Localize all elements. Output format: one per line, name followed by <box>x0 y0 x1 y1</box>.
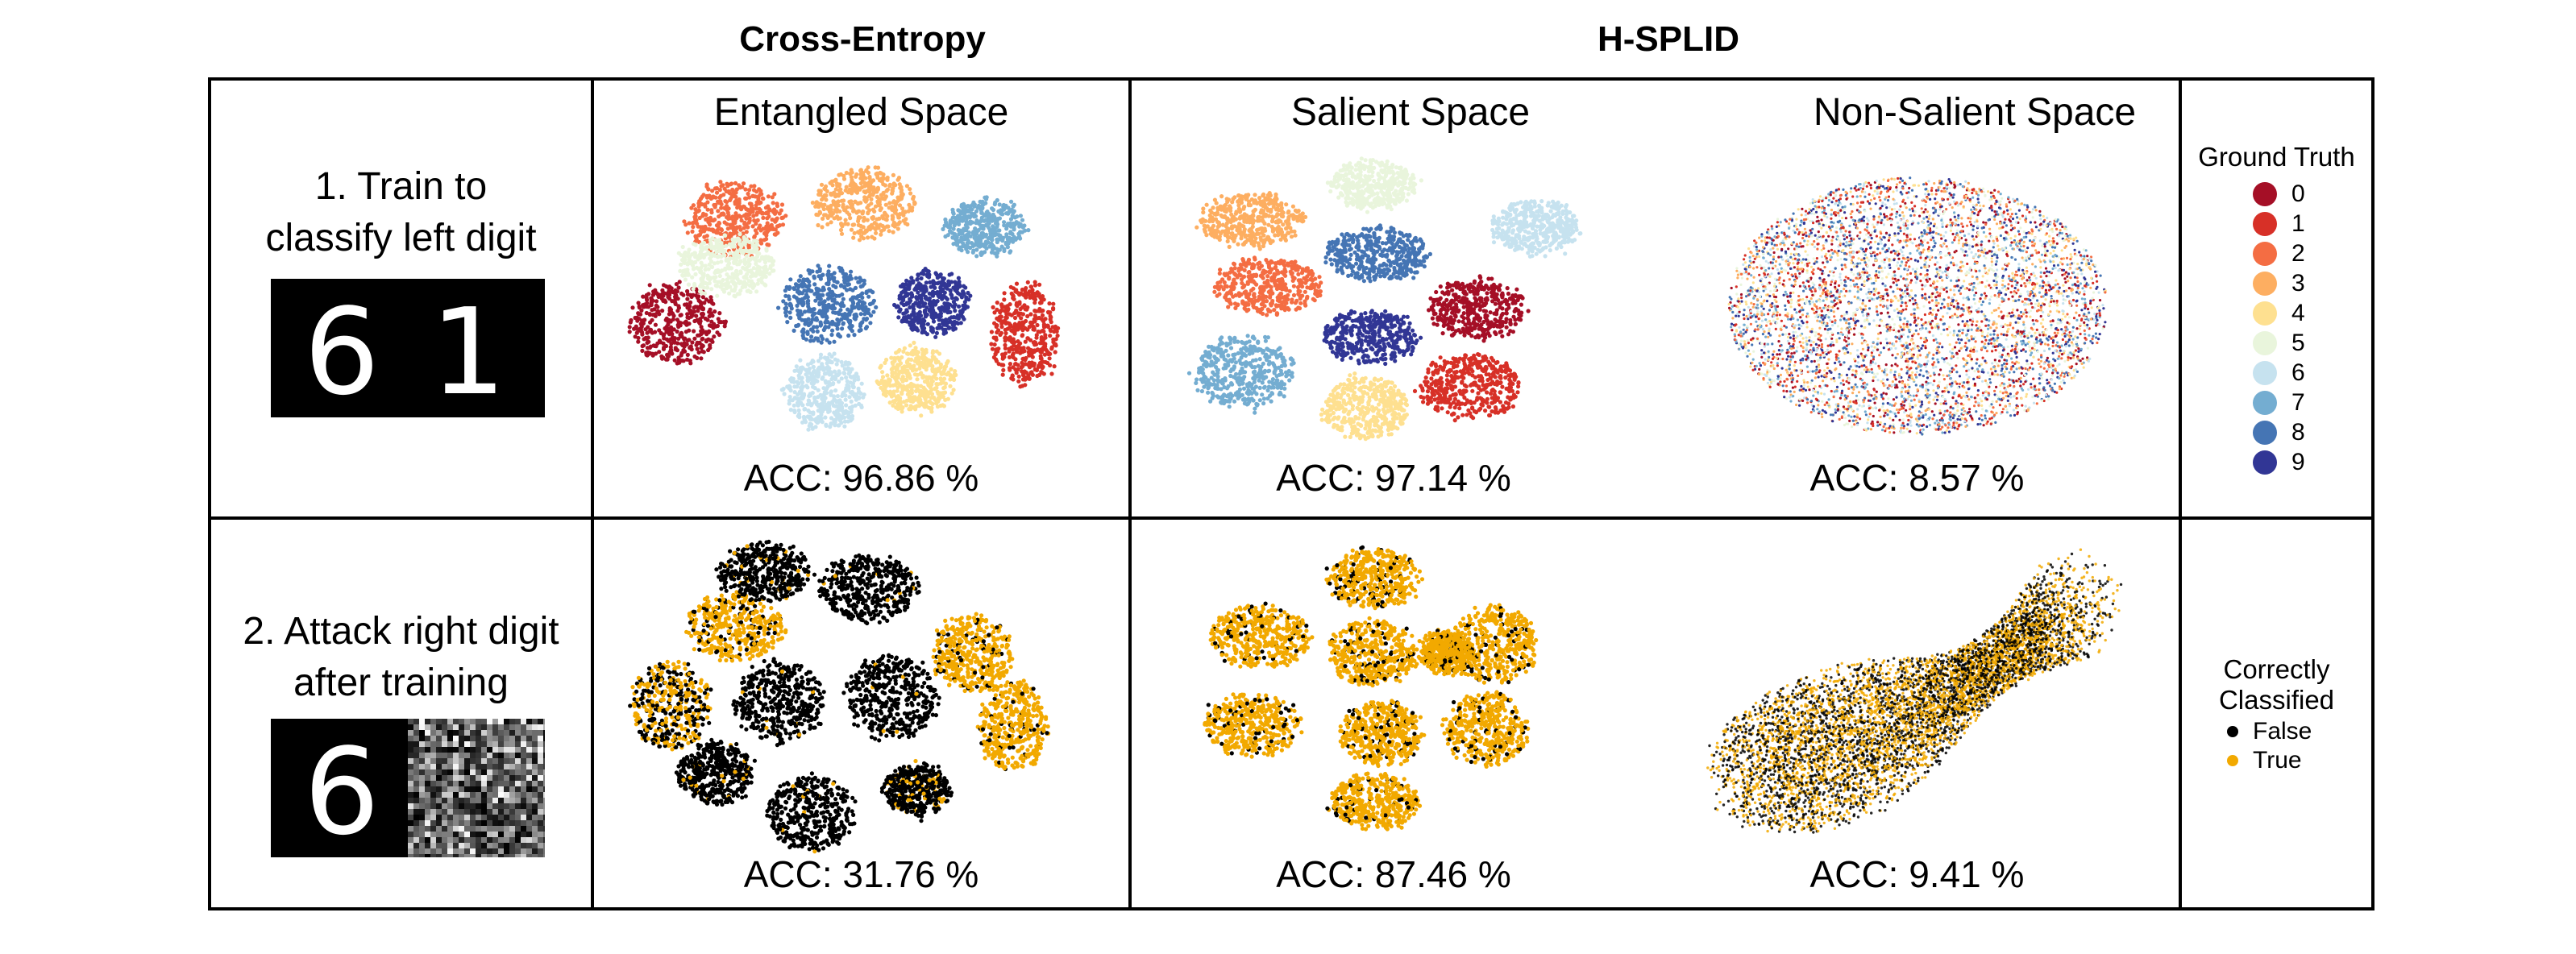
legend-correct-title-line2: Classified <box>2182 685 2371 716</box>
legend-ground-truth-title: Ground Truth <box>2182 142 2371 172</box>
legend-item-digit-9: 9 <box>2253 447 2371 477</box>
legend-marker <box>2253 390 2277 415</box>
legend-marker <box>2253 360 2277 385</box>
title-salient-space: Salient Space <box>1161 90 1660 135</box>
title-non-salient-space: Non-Salient Space <box>1693 90 2257 135</box>
legend-marker <box>2253 450 2277 475</box>
row2-label: 2. Attack right digit after training <box>211 606 591 709</box>
legend-label: 5 <box>2291 330 2305 357</box>
legend-item-digit-2: 2 <box>2253 238 2371 268</box>
header-cross-entropy: Cross-Entropy <box>596 19 1128 60</box>
legend-label: 0 <box>2291 180 2305 208</box>
acc-row2-salient: ACC: 87.46 % <box>1132 852 1656 896</box>
digit-left-row2: 6 <box>304 723 380 857</box>
digit-image-row2: 6 <box>271 719 545 857</box>
legend-label: 9 <box>2291 449 2305 476</box>
legend-marker <box>2227 755 2238 766</box>
legend-marker <box>2253 301 2277 326</box>
digit-left-row1: 6 <box>304 283 380 417</box>
scatter-row2-entangled <box>628 539 1051 854</box>
legend-item-digit-3: 3 <box>2253 268 2371 298</box>
legend-label: True <box>2253 747 2302 774</box>
legend-item-digit-7: 7 <box>2253 388 2371 417</box>
row2-label-line2: after training <box>211 657 591 709</box>
acc-row2-nonsalient: ACC: 9.41 % <box>1656 852 2179 896</box>
legend-item-digit-8: 8 <box>2253 417 2371 447</box>
acc-row2-entangled: ACC: 31.76 % <box>594 852 1128 896</box>
digit-pair-row2: 6 <box>304 719 545 857</box>
legend-label: 4 <box>2291 300 2305 327</box>
row1-label-line1: 1. Train to <box>211 161 591 213</box>
noise-pattern <box>408 719 545 857</box>
legend-marker <box>2253 330 2277 355</box>
legend-item-true: True <box>2227 746 2371 775</box>
row1-label-line2: classify left digit <box>211 213 591 264</box>
legend-marker <box>2253 241 2277 266</box>
legend-marker <box>2253 211 2277 236</box>
header-h-splid: H-SPLID <box>1402 19 1934 60</box>
legend-item-digit-1: 1 <box>2253 209 2371 238</box>
digit-right-row1: 1 <box>430 283 506 417</box>
legend-item-false: False <box>2227 717 2371 746</box>
legend-marker <box>2253 420 2277 445</box>
scatter-row1-salient <box>1186 156 1583 442</box>
legend-marker <box>2227 726 2238 737</box>
row2-label-line1: 2. Attack right digit <box>211 606 591 657</box>
scatter-row1-entangled <box>627 165 1061 432</box>
legend-label: False <box>2253 718 2312 745</box>
scatter-row2-salient <box>1203 545 1539 832</box>
acc-row1-nonsalient: ACC: 8.57 % <box>1656 456 2179 500</box>
legend-item-digit-5: 5 <box>2253 328 2371 358</box>
acc-row1-entangled: ACC: 96.86 % <box>594 456 1128 500</box>
legend-marker <box>2253 181 2277 206</box>
legend-correct-title-line1: Correctly <box>2182 654 2371 685</box>
title-entangled-space: Entangled Space <box>594 90 1128 135</box>
legend-label: 6 <box>2291 359 2305 387</box>
legend-correctly-classified: Correctly Classified False True <box>2182 654 2371 775</box>
legend-label: 1 <box>2291 210 2305 238</box>
legend-label: 2 <box>2291 240 2305 268</box>
digit-pair-row1: 6 1 <box>304 283 506 417</box>
legend-item-digit-0: 0 <box>2253 179 2371 209</box>
scatter-row1-nonsalient <box>1727 176 2107 436</box>
legend-label: 7 <box>2291 389 2305 417</box>
legend-label: 3 <box>2291 270 2305 297</box>
digit-image-row1: 6 1 <box>271 279 545 417</box>
scatter-row2-nonsalient <box>1706 548 2123 834</box>
legend-marker <box>2253 271 2277 296</box>
legend-label: 8 <box>2291 419 2305 446</box>
row1-label: 1. Train to classify left digit <box>211 161 591 264</box>
acc-row1-salient: ACC: 97.14 % <box>1132 456 1656 500</box>
legend-item-digit-4: 4 <box>2253 298 2371 328</box>
legend-item-digit-6: 6 <box>2253 358 2371 388</box>
